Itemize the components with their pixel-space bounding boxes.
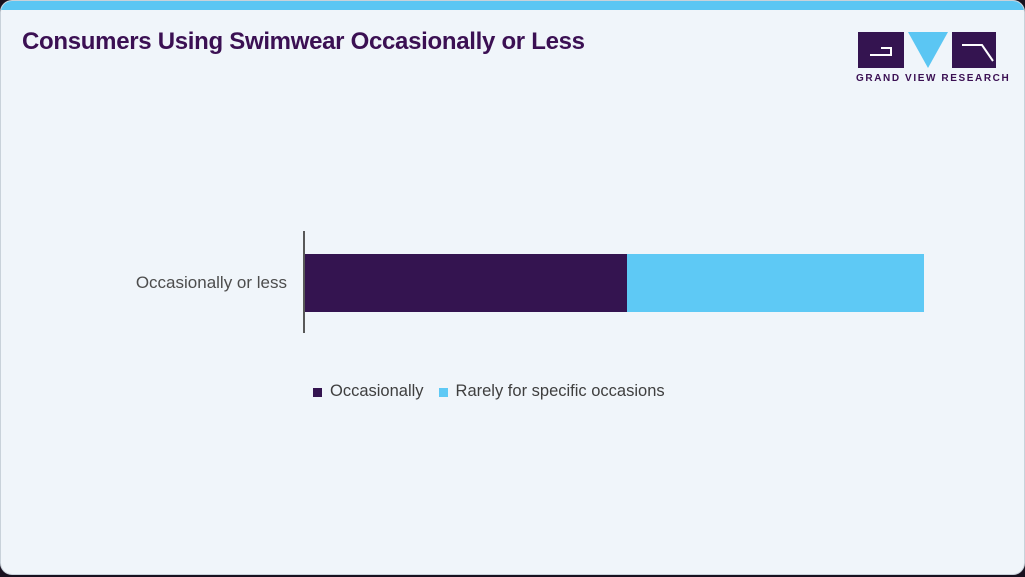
legend-item-rarely: Rarely for specific occasions bbox=[438, 382, 665, 401]
stacked-bar bbox=[305, 254, 924, 312]
page-title: Consumers Using Swimwear Occasionally or… bbox=[22, 28, 585, 55]
legend-swatch-rarely-icon bbox=[438, 387, 448, 397]
legend-item-occasionally: Occasionally bbox=[313, 382, 424, 401]
y-axis-line bbox=[303, 231, 305, 333]
chart-legend: Occasionally Rarely for specific occasio… bbox=[313, 382, 665, 401]
gvr-logo-text: GRAND VIEW RESEARCH bbox=[856, 73, 1011, 84]
legend-label-rarely: Rarely for specific occasions bbox=[455, 382, 665, 400]
gvr-logo-icon bbox=[858, 32, 996, 68]
legend-swatch-occasionally-icon bbox=[313, 387, 322, 397]
bar-segment-rarely bbox=[626, 254, 924, 312]
top-accent-bar bbox=[1, 1, 1024, 10]
bar-segment-occasionally bbox=[305, 254, 627, 312]
gvr-logo: GRAND VIEW RESEARCH bbox=[856, 31, 1011, 84]
legend-label-occasionally: Occasionally bbox=[330, 382, 424, 400]
category-label: Occasionally or less bbox=[135, 273, 287, 292]
